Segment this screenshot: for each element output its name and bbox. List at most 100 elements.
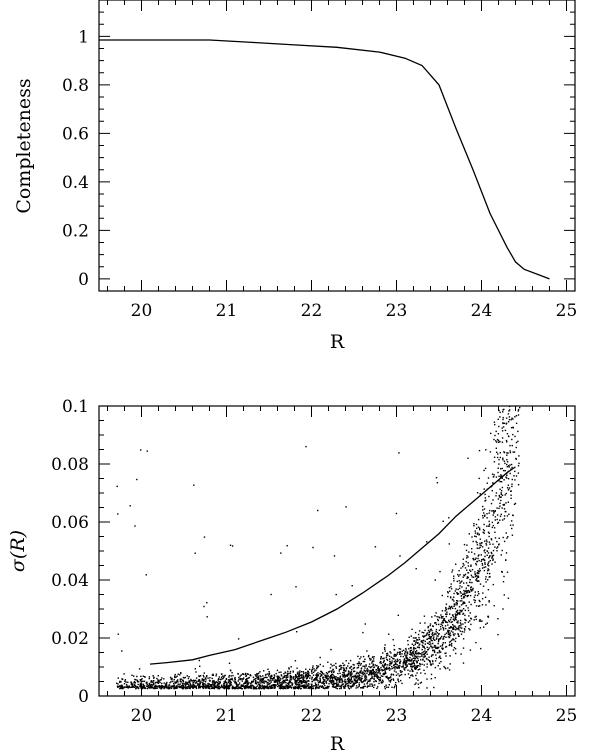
scatter-point — [280, 552, 282, 554]
scatter-point — [431, 632, 434, 634]
scatter-point — [396, 664, 398, 666]
scatter-point — [337, 685, 339, 687]
scatter-point — [131, 686, 133, 688]
scatter-point — [454, 629, 457, 631]
scatter-point — [268, 673, 270, 675]
scatter-point — [156, 677, 158, 680]
scatter-point — [463, 543, 466, 546]
scatter-point — [283, 686, 285, 688]
scatter-point — [474, 601, 476, 604]
scatter-point — [397, 679, 399, 681]
scatter-point — [127, 686, 130, 688]
scatter-point — [254, 674, 256, 676]
scatter-point — [391, 662, 393, 664]
scatter-point — [160, 679, 162, 681]
scatter-point — [439, 668, 441, 670]
scatter-point — [499, 452, 501, 454]
scatter-point — [386, 666, 388, 668]
scatter-point — [416, 646, 419, 648]
scatter-point — [201, 679, 203, 681]
scatter-point — [388, 666, 390, 669]
scatter-point — [500, 554, 502, 556]
scatter-point — [456, 612, 459, 614]
scatter-point — [402, 663, 404, 665]
scatter-point — [451, 621, 453, 623]
scatter-point — [176, 675, 178, 677]
scatter-point — [478, 572, 480, 575]
scatter-point — [435, 630, 437, 633]
scatter-point — [140, 682, 142, 685]
scatter-point — [135, 679, 137, 681]
scatter-point — [242, 678, 244, 680]
scatter-point — [319, 678, 321, 680]
scatter-point — [449, 590, 451, 592]
scatter-point — [517, 472, 520, 474]
scatter-point — [333, 675, 335, 677]
scatter-point — [288, 686, 290, 688]
scatter-point — [305, 445, 307, 448]
scatter-point — [301, 676, 303, 678]
scatter-point — [441, 648, 444, 650]
scatter-point — [198, 685, 201, 687]
scatter-point — [467, 590, 469, 592]
scatter-point — [299, 683, 301, 685]
scatter-point — [484, 497, 487, 499]
scatter-point — [182, 676, 185, 679]
scatter-point — [176, 681, 178, 683]
scatter-point — [258, 681, 260, 684]
scatter-point — [430, 673, 433, 676]
scatter-point — [474, 535, 476, 537]
scatter-point — [253, 688, 255, 690]
scatter-point — [479, 538, 481, 540]
scatter-point — [477, 580, 479, 582]
scatter-point — [460, 567, 462, 569]
scatter-point — [495, 447, 497, 449]
scatter-point — [276, 675, 279, 677]
scatter-point — [176, 680, 178, 682]
scatter-point — [325, 677, 328, 679]
scatter-point — [228, 685, 230, 687]
scatter-point — [458, 625, 460, 627]
y-tick-label: 0.08 — [51, 455, 89, 475]
scatter-point — [283, 673, 285, 675]
scatter-point — [451, 614, 454, 616]
scatter-point — [379, 669, 381, 671]
scatter-point — [218, 685, 221, 688]
scatter-point — [177, 683, 179, 685]
scatter-point — [352, 685, 354, 687]
scatter-point — [424, 643, 426, 645]
scatter-point — [502, 581, 505, 583]
scatter-point — [482, 505, 484, 508]
scatter-point — [380, 682, 383, 684]
scatter-point — [494, 510, 496, 512]
scatter-point — [354, 670, 356, 672]
scatter-point — [441, 624, 443, 627]
scatter-point — [442, 615, 444, 618]
scatter-point — [150, 680, 152, 682]
scatter-point — [458, 606, 461, 608]
scatter-point — [366, 667, 368, 670]
scatter-point — [161, 685, 163, 687]
scatter-point — [197, 684, 199, 686]
scatter-point — [157, 675, 159, 677]
scatter-point — [461, 580, 463, 582]
scatter-point — [306, 680, 308, 682]
scatter-point — [362, 631, 364, 634]
scatter-point — [252, 681, 255, 683]
scatter-point — [323, 673, 325, 675]
scatter-point — [429, 660, 431, 662]
scatter-point — [287, 687, 289, 689]
scatter-point — [403, 658, 406, 660]
scatter-point — [349, 679, 352, 681]
scatter-point — [317, 687, 319, 689]
scatter-point — [127, 687, 129, 689]
scatter-point — [371, 670, 373, 672]
scatter-point — [426, 653, 428, 655]
scatter-point — [491, 556, 494, 558]
scatter-point — [486, 572, 489, 575]
scatter-point — [350, 678, 352, 680]
scatter-point — [476, 594, 479, 597]
scatter-point — [321, 675, 323, 677]
scatter-point — [302, 674, 304, 676]
scatter-point — [415, 678, 418, 680]
